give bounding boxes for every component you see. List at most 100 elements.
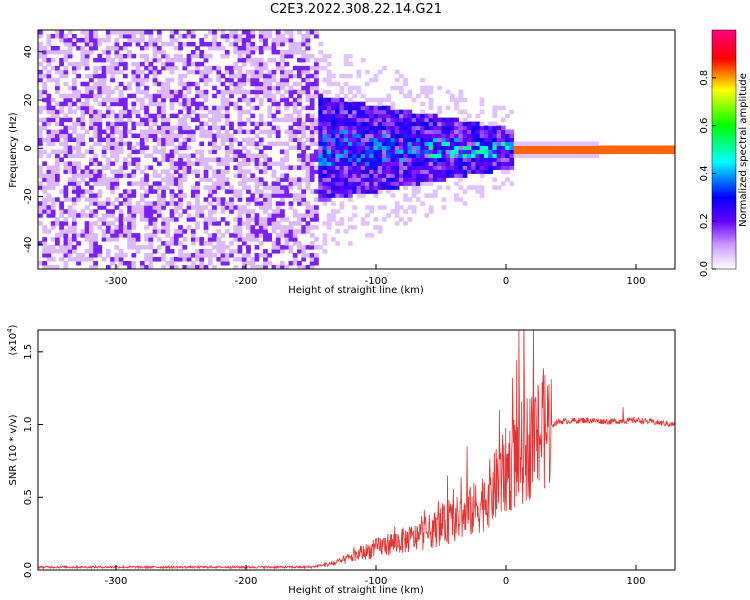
spectrogram-cell: [645, 149, 651, 154]
spectrogram-cell: [254, 125, 260, 131]
spectrogram-cell: [233, 165, 239, 170]
spectrogram-cell: [271, 45, 277, 51]
spectrogram-cell: [275, 81, 281, 87]
spectrogram-cell: [220, 30, 226, 35]
spectrogram-cell: [80, 105, 86, 111]
spectrogram-cell: [254, 201, 260, 206]
spectrogram-cell: [509, 129, 515, 135]
spectrogram-cell: [114, 65, 120, 71]
spectrogram-cell: [169, 209, 175, 214]
spectrogram-cell: [377, 205, 383, 210]
spectrogram-cell: [241, 161, 247, 166]
spectrogram-cell: [462, 125, 468, 131]
spectrogram-cell: [220, 125, 226, 131]
spectrogram-cell: [122, 261, 128, 266]
spectrogram-cell: [577, 149, 583, 154]
spectrogram-cell: [220, 93, 226, 99]
spectrogram-cell: [263, 229, 268, 234]
spectrogram-cell: [76, 133, 81, 139]
spectrogram-cell: [258, 129, 264, 135]
spectrogram-cell: [267, 157, 273, 162]
spectrogram-cell: [42, 125, 47, 131]
spectrogram-cell: [301, 65, 307, 71]
spectrogram-cell: [38, 221, 43, 226]
spectrogram-cell: [161, 153, 166, 158]
spectrogram-cell: [88, 125, 94, 131]
spectrogram-cell: [292, 229, 298, 234]
spectrogram-cell: [165, 181, 171, 186]
spectrogram-cell: [173, 113, 179, 119]
spectrogram-cell: [114, 113, 120, 119]
spectrogram-cell: [199, 37, 205, 43]
spectrogram-cell: [275, 61, 281, 67]
spectrogram-cell: [71, 217, 77, 222]
spectrogram-cell: [46, 185, 52, 190]
spectrogram-cell: [305, 209, 311, 214]
spectrogram-cell: [97, 57, 103, 63]
spectrogram-cell: [381, 165, 387, 170]
spectrogram-cell: [263, 237, 268, 242]
spectrogram-cell: [509, 181, 515, 186]
spectrogram-cell: [590, 141, 595, 147]
spectrogram-cell: [156, 197, 162, 202]
spectrogram-cell: [144, 193, 149, 198]
spectrogram-cell: [607, 149, 612, 154]
spectrogram-cell: [71, 33, 77, 39]
spectrogram-cell: [445, 137, 451, 143]
spectrogram-cell: [173, 45, 179, 51]
spectrogram-cell: [199, 237, 205, 242]
spectrogram-cell: [105, 229, 111, 234]
spectrogram-cell: [246, 77, 251, 83]
spectrogram-cell: [80, 253, 86, 258]
spectrogram-cell: [88, 137, 94, 143]
spectrogram-cell: [169, 101, 175, 107]
spectrogram-cell: [441, 161, 447, 166]
spectrogram-cell: [377, 229, 383, 234]
spectrogram-cell: [135, 37, 141, 43]
spectrogram-cell: [437, 153, 442, 158]
spectrogram-cell: [71, 209, 77, 214]
spectrogram-cell: [84, 169, 90, 174]
spectrogram-cell: [165, 117, 171, 123]
spectrogram-cell: [207, 157, 213, 162]
spectrogram-cell: [335, 173, 341, 178]
spectrogram-cell: [131, 93, 137, 99]
spectrogram-cell: [292, 181, 298, 186]
spectrogram-cell: [301, 77, 307, 83]
spectrogram-cell: [169, 65, 175, 71]
spectrogram-cell: [573, 149, 578, 154]
spectrogram-cell: [369, 129, 374, 135]
spectrogram-cell: [339, 201, 345, 206]
spectrogram-cell: [165, 217, 171, 222]
spectrogram-cell: [301, 69, 307, 75]
spectrogram-cell: [411, 97, 417, 103]
spectrogram-cell: [364, 137, 370, 143]
spectrogram-cell: [54, 113, 60, 119]
spectrogram-cell: [152, 229, 158, 234]
spectrogram-cell: [454, 97, 459, 103]
spectrogram-cell: [394, 173, 400, 178]
spectrogram-cell: [122, 173, 128, 178]
spectrogram-cell: [122, 233, 128, 238]
spectrogram-cell: [331, 149, 336, 154]
spectrogram-cell: [432, 133, 438, 139]
spectrogram-cell: [483, 133, 489, 139]
spectrogram-cell: [148, 257, 154, 262]
spectrogram-cell: [364, 97, 370, 103]
spectrogram-cell: [178, 173, 183, 178]
spectrogram-cell: [373, 177, 379, 182]
spectrogram-cell: [522, 153, 527, 158]
spectrogram-cell: [505, 165, 510, 170]
spectrogram-cell: [59, 105, 64, 111]
spectrogram-cell: [373, 217, 379, 222]
spectrogram-cell: [173, 65, 179, 71]
spectrogram-cell: [67, 137, 73, 143]
spectrogram-cell: [479, 137, 485, 143]
spectrogram-cell: [144, 189, 149, 194]
spectrogram-cell: [186, 125, 192, 131]
spectrogram-cell: [488, 141, 493, 147]
spectrogram-cell: [161, 121, 166, 127]
spectrogram-cell: [343, 229, 349, 234]
spectrogram-cell: [80, 61, 86, 67]
spectrogram-cell: [80, 49, 86, 55]
